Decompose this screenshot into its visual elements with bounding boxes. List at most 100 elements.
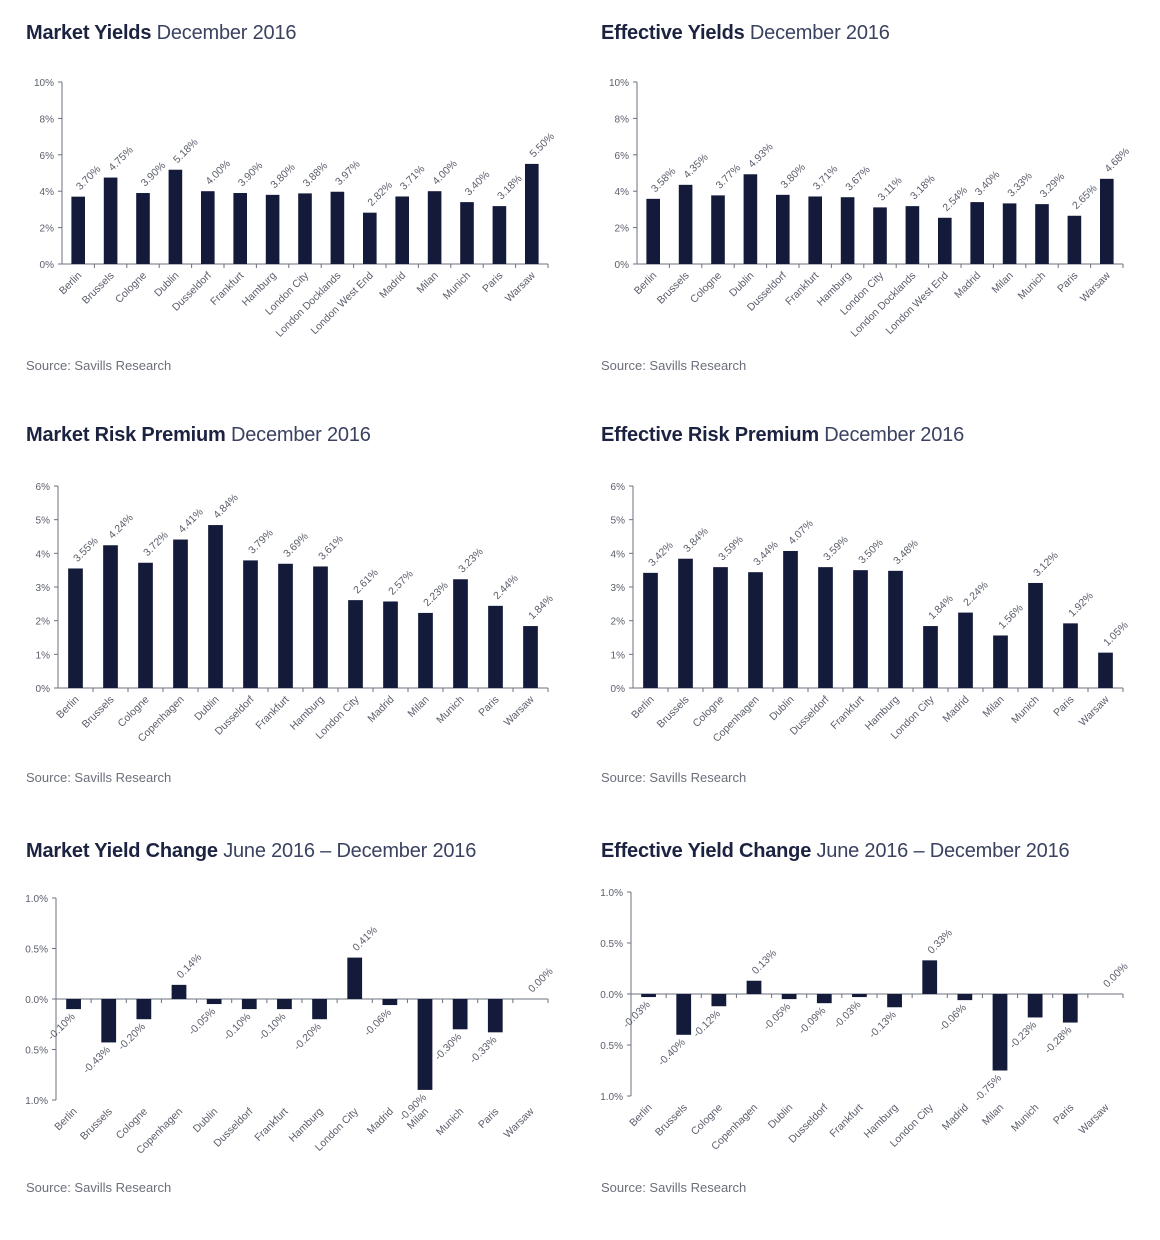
y-tick-label: 10% bbox=[34, 78, 54, 89]
x-tick-label-cologne: Cologne bbox=[688, 270, 724, 306]
x-tick-label-dublin: Dublin bbox=[727, 270, 757, 300]
x-tick-label-warsaw: Warsaw bbox=[1077, 693, 1112, 728]
y-tick-label: 1.0% bbox=[25, 894, 48, 905]
data-label-london-docklands: 3.18% bbox=[908, 173, 938, 203]
data-label-london-city: 2.61% bbox=[351, 567, 381, 597]
data-label-milan: 1.56% bbox=[996, 602, 1026, 632]
data-label-london-docklands: 3.97% bbox=[333, 158, 363, 188]
chart-source: Source: Savills Research bbox=[26, 1180, 172, 1195]
x-tick-label-madrid: Madrid bbox=[940, 694, 971, 725]
bar-warsaw bbox=[523, 626, 538, 688]
y-tick-label: 10% bbox=[609, 78, 629, 89]
data-label-dublin: -0.05% bbox=[761, 1001, 793, 1033]
chart-source: Source: Savills Research bbox=[601, 1180, 747, 1195]
bar-munich bbox=[452, 999, 468, 1030]
data-label-paris: -0.33% bbox=[467, 1034, 499, 1066]
data-label-berlin: 3.55% bbox=[71, 535, 101, 565]
x-tick-label-london-west-end: London West End bbox=[884, 270, 951, 337]
x-tick-label-munich: Munich bbox=[1009, 1102, 1042, 1135]
x-tick-label-munich: Munich bbox=[434, 694, 467, 727]
x-tick-label-berlin: Berlin bbox=[632, 270, 660, 298]
data-label-paris: 3.18% bbox=[495, 173, 525, 203]
bar-hamburg bbox=[312, 999, 327, 1020]
x-tick-label-paris: Paris bbox=[476, 694, 501, 719]
data-label-frankfurt: -0.10% bbox=[257, 1011, 289, 1043]
bar-london-west-end bbox=[937, 217, 952, 264]
bar-brussels bbox=[676, 994, 692, 1035]
x-tick-label-berlin: Berlin bbox=[629, 694, 657, 722]
data-label-madrid: -0.06% bbox=[362, 1007, 394, 1039]
x-tick-label-dublin: Dublin bbox=[767, 694, 797, 724]
bar-london-city bbox=[347, 957, 363, 999]
chart-source: Source: Savills Research bbox=[601, 770, 747, 785]
x-tick-label-dublin: Dublin bbox=[191, 1106, 221, 1136]
data-label-madrid: 3.40% bbox=[973, 169, 1003, 199]
x-tick-label-berlin: Berlin bbox=[57, 270, 85, 298]
data-label-copenhagen: 3.44% bbox=[751, 539, 781, 569]
effective-yields-chart: 0% 2% 4% 6% 8% 10% 3.58% Berlin 4.35% Brussels 3.7… bbox=[609, 78, 1132, 340]
x-tick-label-brussels: Brussels bbox=[655, 694, 692, 731]
data-label-frankfurt: -0.03% bbox=[832, 999, 864, 1031]
data-label-frankfurt: 3.69% bbox=[281, 530, 311, 560]
y-tick-label: 1.0% bbox=[25, 1096, 48, 1107]
x-tick-label-paris: Paris bbox=[1051, 694, 1076, 719]
bar-dusseldorf bbox=[241, 999, 257, 1010]
bar-copenhagen bbox=[746, 980, 762, 994]
bar-dublin bbox=[208, 525, 223, 688]
data-label-warsaw: 1.84% bbox=[526, 593, 556, 623]
chart-title-bold: Market Risk Premium bbox=[26, 424, 226, 446]
data-label-hamburg: 3.67% bbox=[843, 164, 873, 194]
data-label-dusseldorf: 4.00% bbox=[203, 158, 233, 188]
effective-risk-premium-chart: 0% 1% 2% 3% 4% 5% 6% 3.42% Berlin 3.84% Brussels 3.… bbox=[611, 482, 1131, 745]
bar-dublin bbox=[781, 994, 797, 1000]
x-tick-label-berlin: Berlin bbox=[52, 1106, 80, 1134]
data-label-berlin: -0.10% bbox=[46, 1011, 78, 1043]
bar-milan bbox=[418, 612, 433, 688]
data-label-hamburg: 3.61% bbox=[316, 533, 346, 563]
x-tick-label-warsaw: Warsaw bbox=[502, 1105, 537, 1140]
chart-title-bold: Effective Risk Premium bbox=[601, 424, 819, 446]
data-label-milan: 3.33% bbox=[1005, 170, 1035, 200]
bar-berlin bbox=[641, 994, 656, 998]
chart-source: Source: Savills Research bbox=[26, 770, 172, 785]
bar-cologne bbox=[136, 193, 150, 264]
chart-title: Market Yield Change June 2016 – December… bbox=[26, 840, 476, 863]
data-label-brussels: 4.75% bbox=[106, 144, 136, 174]
bar-milan bbox=[1002, 203, 1017, 264]
y-tick-label: 4% bbox=[40, 187, 55, 198]
y-tick-label: 2% bbox=[615, 224, 630, 235]
bar-london-city bbox=[348, 600, 363, 688]
data-label-milan: 2.23% bbox=[421, 580, 451, 610]
y-tick-label: 0% bbox=[615, 260, 630, 271]
data-label-london-city: 3.88% bbox=[301, 160, 331, 190]
data-label-cologne: 3.77% bbox=[714, 162, 744, 192]
y-tick-label: 0.0% bbox=[600, 990, 623, 1001]
bar-munich bbox=[1035, 204, 1049, 264]
chart-title: Effective Risk Premium December 2016 bbox=[601, 424, 964, 447]
bar-cologne bbox=[138, 562, 153, 688]
y-tick-label: 6% bbox=[40, 151, 55, 162]
data-label-brussels: -0.43% bbox=[81, 1044, 113, 1076]
data-label-paris: 2.65% bbox=[1070, 182, 1100, 212]
bar-paris bbox=[487, 999, 503, 1033]
data-label-copenhagen: 4.41% bbox=[176, 506, 206, 536]
chart-title-date: December 2016 bbox=[749, 22, 890, 44]
x-tick-label-brussels: Brussels bbox=[80, 270, 117, 307]
data-label-madrid: -0.06% bbox=[937, 1002, 969, 1034]
bar-paris bbox=[1063, 623, 1078, 688]
data-label-warsaw: 5.50% bbox=[527, 130, 557, 160]
data-label-madrid: 2.24% bbox=[961, 579, 991, 609]
bar-dusseldorf bbox=[243, 560, 258, 688]
y-tick-label: 2% bbox=[36, 617, 51, 628]
bar-brussels bbox=[101, 999, 117, 1043]
data-label-berlin: 3.42% bbox=[646, 539, 676, 569]
bar-hamburg bbox=[887, 994, 902, 1008]
data-label-dublin: -0.05% bbox=[186, 1006, 218, 1038]
x-tick-label-warsaw: Warsaw bbox=[1078, 269, 1113, 304]
x-tick-label-warsaw: Warsaw bbox=[502, 693, 537, 728]
y-tick-label: 1.0% bbox=[600, 888, 623, 899]
data-label-hamburg: -0.13% bbox=[867, 1009, 899, 1041]
x-tick-label-paris: Paris bbox=[1051, 1102, 1076, 1127]
bar-berlin bbox=[66, 999, 81, 1010]
chart-title-date: June 2016 – December 2016 bbox=[816, 840, 1070, 862]
